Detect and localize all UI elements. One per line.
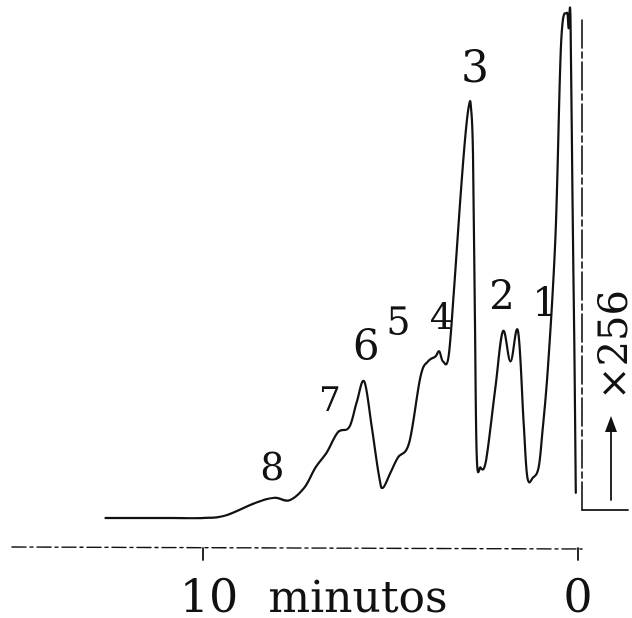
x-tick-label-0: 0 <box>563 569 592 618</box>
x-axis-label: minutos <box>268 572 447 618</box>
peak-label-8: 8 <box>260 445 284 489</box>
sensitivity-arrow-head <box>605 416 617 432</box>
x-axis-line <box>11 546 583 550</box>
peak-label-5: 5 <box>386 299 410 343</box>
x-tick-label-10: 10 <box>180 569 239 618</box>
peak-label-4: 4 <box>430 297 453 338</box>
peak-label-1: 1 <box>532 280 557 326</box>
peak-label-6: 6 <box>353 321 380 370</box>
peak-label-3: 3 <box>461 42 489 93</box>
peak-label-2: 2 <box>489 273 514 319</box>
sensitivity-label: ×256 <box>591 290 632 400</box>
peak-label-7: 7 <box>319 380 341 420</box>
chromatogram-trace <box>104 6 577 520</box>
